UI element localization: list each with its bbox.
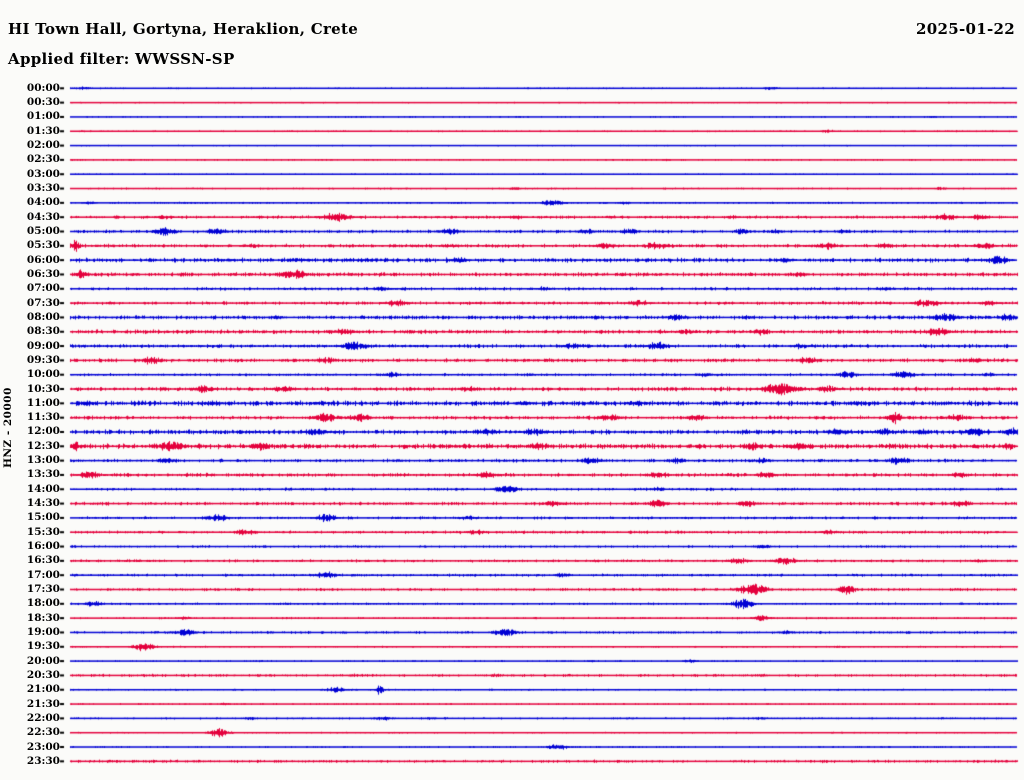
time-label: 08:30: [26, 325, 60, 338]
time-label: 18:30: [26, 611, 60, 624]
time-label: 00:00: [26, 81, 60, 94]
time-label: 06:30: [26, 267, 60, 280]
time-label: 15:30: [26, 525, 60, 538]
time-label: 02:00: [26, 139, 60, 152]
time-label: 05:30: [26, 239, 60, 252]
time-label: 01:30: [26, 124, 60, 137]
time-label: 09:00: [26, 339, 60, 352]
time-label: 11:30: [26, 411, 60, 424]
time-label: 13:30: [26, 468, 60, 481]
time-label: 15:00: [26, 511, 60, 524]
time-label: 11:00: [26, 396, 60, 409]
time-label: 18:00: [26, 597, 60, 610]
time-label: 12:30: [26, 439, 60, 452]
time-label: 03:00: [26, 167, 60, 180]
time-label: 23:30: [26, 754, 60, 767]
time-label: 19:30: [26, 640, 60, 653]
page-title: HI Town Hall, Gortyna, Heraklion, Crete: [8, 20, 359, 38]
time-label: 00:30: [26, 96, 60, 109]
time-label: 22:30: [26, 726, 60, 739]
time-label: 05:00: [26, 225, 60, 237]
time-label: 03:30: [26, 182, 60, 195]
time-label: 21:30: [26, 697, 60, 710]
time-label: 06:00: [26, 253, 60, 266]
time-label: 14:00: [26, 482, 60, 495]
time-label: 22:00: [26, 711, 60, 724]
time-label: 16:00: [26, 540, 60, 553]
time-label: 16:30: [26, 554, 60, 567]
time-label: 20:00: [26, 654, 60, 667]
time-label: 10:00: [26, 368, 60, 381]
time-label: 14:30: [26, 497, 60, 510]
time-label: 09:30: [26, 353, 60, 366]
time-label: 19:00: [26, 625, 60, 638]
time-label: 02:30: [26, 153, 60, 166]
time-label: 17:30: [26, 583, 60, 595]
filter-label: Applied filter: WWSSN-SP: [8, 50, 235, 68]
time-label: 07:30: [26, 296, 60, 309]
time-label: 12:00: [26, 425, 60, 438]
time-label: 20:30: [26, 668, 60, 681]
time-label: 07:00: [26, 282, 60, 295]
time-label: 17:00: [26, 568, 60, 581]
time-label: 23:00: [26, 740, 60, 753]
date-label: 2025-01-22: [916, 20, 1015, 38]
time-label: 08:00: [26, 310, 60, 323]
time-label: 04:30: [26, 210, 60, 223]
time-label: 10:30: [26, 382, 60, 395]
time-label: 04:00: [26, 196, 60, 209]
time-label: 21:00: [26, 683, 60, 696]
time-label: 13:00: [26, 454, 60, 467]
time-label: 01:00: [26, 110, 60, 123]
